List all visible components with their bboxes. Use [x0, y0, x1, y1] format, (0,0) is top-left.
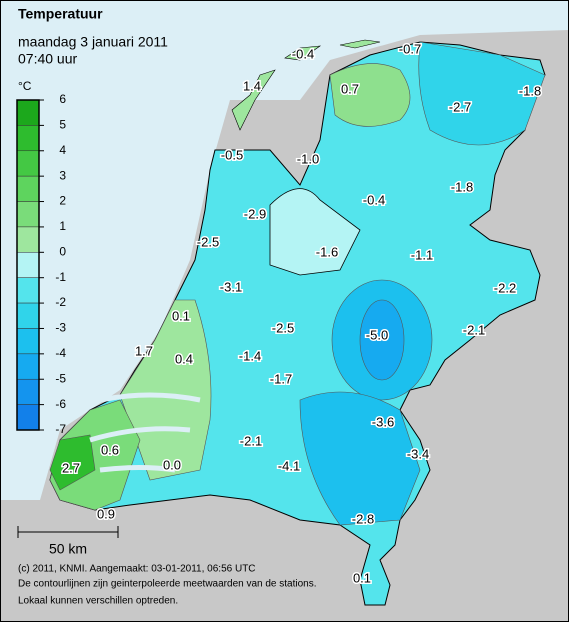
station-value: -1.8 — [519, 83, 541, 98]
legend-tick-label: -4 — [55, 346, 66, 360]
legend-band — [16, 404, 40, 431]
footer: Lokaal kunnen verschillen optreden. — [18, 596, 178, 607]
station-value: 1.4 — [243, 78, 261, 93]
legend-band — [16, 353, 40, 380]
station-value: -2.8 — [352, 511, 374, 526]
station-value: 2.7 — [62, 460, 80, 475]
station-value: -1.7 — [270, 371, 292, 386]
time: 07:40 uur — [18, 51, 77, 67]
station-value: -3.1 — [220, 279, 242, 294]
station-value: 0.1 — [353, 570, 371, 585]
station-value: -1.1 — [411, 247, 433, 262]
legend-band — [16, 378, 40, 405]
legend-tick-label: 5 — [59, 118, 66, 132]
legend-tick-label: -7 — [55, 422, 66, 436]
subtitle: maandag 3 januari 2011 — [18, 34, 168, 50]
legend-tick-label: 0 — [59, 244, 66, 258]
legend-tick-label: -1 — [55, 270, 66, 284]
scale-label: 50 km — [49, 541, 87, 557]
station-value: -3.4 — [407, 446, 429, 461]
station-value: -2.1 — [463, 322, 485, 337]
title: Temperatuur — [18, 6, 103, 22]
station-value: 0.0 — [163, 457, 181, 472]
legend-tick-label: -5 — [55, 371, 66, 385]
legend-band — [16, 328, 40, 355]
legend-tick-label: -3 — [55, 321, 66, 335]
legend-tick-label: 2 — [59, 194, 66, 208]
station-value: -1.0 — [297, 151, 319, 166]
footer: De contourlijnen zijn geinterpoleerde me… — [18, 579, 317, 590]
legend-band — [16, 201, 40, 228]
sea — [0, 0, 569, 500]
contour-area — [418, 41, 546, 146]
station-value: -0.7 — [399, 41, 421, 56]
station-value: -5.0 — [366, 327, 388, 342]
station-value: -0.5 — [221, 147, 243, 162]
contour-area — [359, 299, 405, 381]
legend-band — [16, 277, 40, 304]
legend-tick-label: 1 — [59, 219, 66, 233]
legend-band — [16, 226, 40, 253]
lake — [269, 188, 361, 276]
legend-frame — [16, 99, 40, 431]
green-area — [329, 63, 411, 127]
station-value: -2.5 — [197, 234, 219, 249]
legend-band — [16, 302, 40, 329]
island — [284, 45, 322, 61]
station-value: -2.1 — [240, 433, 262, 448]
station-value: 0.1 — [172, 308, 190, 323]
station-value: -1.8 — [451, 179, 473, 194]
station-value: 0.9 — [97, 506, 115, 521]
station-value: -0.4 — [292, 46, 314, 61]
footer: (c) 2011, KNMI. Aangemaakt: 03-01-2011, … — [18, 564, 256, 575]
green-area — [49, 434, 96, 491]
station-value: -1.6 — [316, 244, 338, 259]
legend: 6 5 4 3 2 1 0 -1 -2 -3 -4 -5 -6 -7 — [16, 92, 66, 436]
legend-tick-label: -6 — [55, 397, 66, 411]
legend-unit: °C — [18, 79, 32, 93]
station-value: 0.4 — [175, 351, 193, 366]
legend-tick-label: -2 — [55, 295, 66, 309]
station-value: 0.6 — [101, 442, 119, 457]
legend-band — [16, 150, 40, 177]
station-value: -4.1 — [278, 458, 300, 473]
estuary — [89, 392, 201, 473]
legend-tick-label: 3 — [59, 168, 66, 182]
contour-area — [299, 391, 421, 526]
island — [231, 69, 276, 131]
station-value: -2.5 — [272, 320, 294, 335]
station-value: -2.2 — [494, 280, 516, 295]
island — [339, 39, 381, 49]
station-value: 0.7 — [341, 81, 359, 96]
station-value: -1.4 — [239, 348, 261, 363]
station-value: -2.9 — [244, 206, 266, 221]
green-area — [119, 299, 212, 481]
legend-band — [16, 99, 40, 126]
stations: -0.4 -0.7 1.4 0.7 -2.7 -1.8 -0.5 -1.0 -1.8 -0.4 -2… — [60, 40, 542, 587]
station-value: 1.7 — [135, 343, 153, 358]
legend-tick-label: 4 — [59, 143, 66, 157]
legend-tick-label: 6 — [59, 92, 66, 106]
legend-band — [16, 252, 40, 278]
station-value: -0.4 — [363, 192, 385, 207]
legend-band — [16, 125, 40, 152]
station-value: -3.6 — [372, 414, 394, 429]
legend-band — [16, 175, 40, 202]
station-value: -2.7 — [449, 99, 471, 114]
